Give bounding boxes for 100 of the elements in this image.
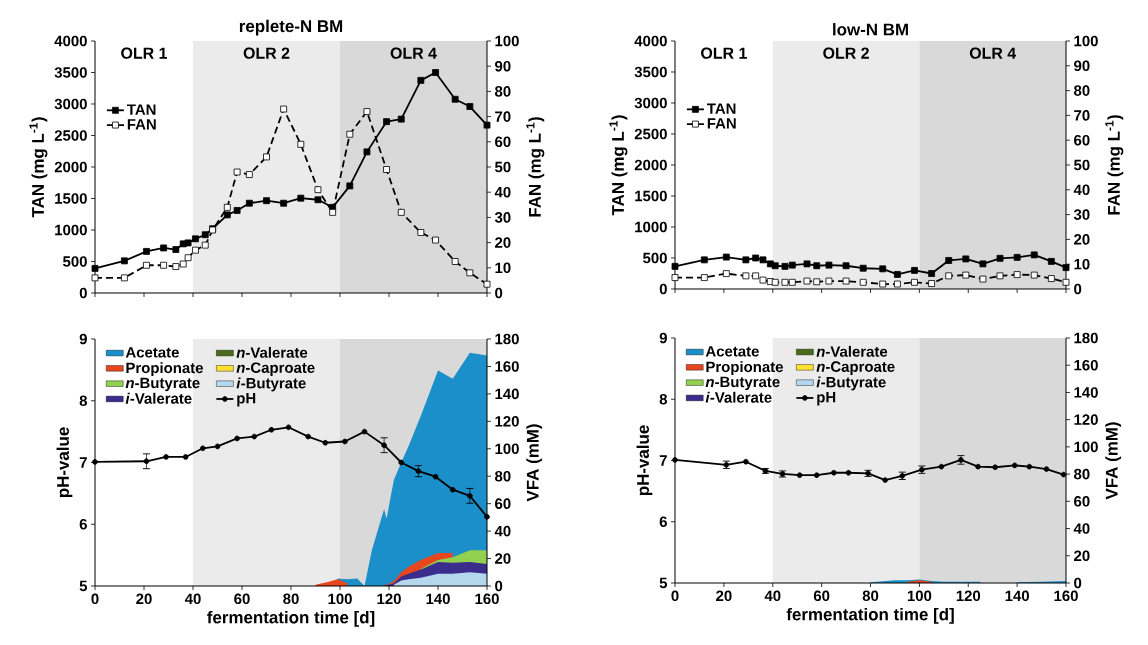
- point: [160, 261, 167, 269]
- point: [223, 211, 231, 219]
- point: [263, 153, 270, 161]
- point: [813, 262, 821, 270]
- x-axis-title: fermentation time [d]: [786, 607, 954, 624]
- point: [1047, 258, 1055, 265]
- y-tick-label: 0: [659, 283, 667, 295]
- point: [483, 121, 491, 129]
- y2-axis-title: VFA (mM): [1105, 422, 1122, 500]
- y2-tick-label: 0: [1074, 577, 1082, 589]
- y-tick-label: 0: [79, 287, 87, 299]
- y2-tick-label: 0: [495, 287, 503, 299]
- legend-label: n-Valerate: [816, 345, 888, 357]
- y-tick-label: 500: [63, 256, 87, 267]
- point: [143, 248, 150, 255]
- point: [1060, 471, 1067, 478]
- y2-tick-label: 60: [1074, 496, 1090, 507]
- x-tick-label: 60: [234, 593, 250, 605]
- x-tick-label: 80: [862, 590, 879, 602]
- point: [383, 118, 390, 126]
- y-tick-label: 9: [659, 332, 667, 344]
- legend-label: n-Butyrate: [125, 377, 200, 392]
- point: [845, 469, 852, 476]
- point: [172, 263, 180, 270]
- x-tick-label: 0: [91, 593, 99, 605]
- y2-tick-label: 40: [1073, 184, 1090, 196]
- point: [1026, 463, 1033, 470]
- x-axis-title: fermentation time [d]: [207, 610, 375, 627]
- point: [383, 166, 390, 173]
- point: [781, 262, 789, 270]
- point: [671, 262, 679, 270]
- legend-label: Propionate: [126, 362, 203, 377]
- legend-label: n-Valerate: [236, 346, 308, 358]
- point: [121, 274, 128, 282]
- point: [245, 171, 253, 178]
- y-tick-label: 7: [659, 455, 667, 466]
- y2-axis-title: VFA (mM): [526, 424, 543, 502]
- legend-label: n-Caproate: [816, 361, 895, 375]
- point: [361, 428, 368, 435]
- point: [184, 239, 192, 247]
- y2-tick-label: 30: [1073, 209, 1090, 220]
- point: [163, 454, 169, 460]
- y2-tick-label: 100: [1074, 35, 1098, 47]
- y2-tick-label: 100: [495, 443, 519, 455]
- y-tick-label: 1500: [635, 190, 667, 202]
- legend-label: i-Valerate: [125, 392, 192, 404]
- y2-tick-label: 50: [1073, 159, 1090, 171]
- point: [432, 236, 439, 244]
- y2-tick-label: 120: [1074, 414, 1098, 425]
- y-tick-label: 6: [659, 516, 667, 528]
- point: [297, 140, 305, 148]
- y2-tick-label: 90: [495, 60, 511, 72]
- band-label: OLR 2: [243, 47, 290, 59]
- point: [484, 514, 490, 520]
- point: [397, 115, 405, 123]
- y-tick-label: 8: [79, 395, 88, 407]
- point: [722, 253, 730, 261]
- point: [831, 469, 837, 476]
- y2-tick-label: 100: [1074, 441, 1098, 453]
- point: [759, 256, 767, 264]
- x-tick-label: 100: [328, 593, 352, 605]
- y-tick-label: 9: [79, 333, 87, 345]
- point: [184, 254, 192, 262]
- y-tick-label: 2000: [634, 159, 667, 171]
- x-tick-label: 40: [764, 590, 781, 602]
- y-tick-label: 3000: [54, 98, 87, 110]
- y2-tick-label: 40: [1073, 523, 1090, 534]
- point: [172, 246, 180, 253]
- point: [121, 257, 128, 265]
- y2-axis-title: FAN (mg L$^{-1}$): [1105, 115, 1124, 215]
- point: [938, 463, 945, 470]
- point: [796, 472, 803, 478]
- y-axis-title: TAN (mg L$^{-1}$): [609, 115, 628, 216]
- y2-tick-label: 80: [494, 86, 511, 97]
- y-tick-label: 5: [659, 577, 668, 589]
- point: [268, 426, 275, 433]
- y2-tick-label: 60: [495, 498, 511, 509]
- point: [842, 262, 850, 270]
- legend-label: i-Butyrate: [816, 376, 886, 391]
- point: [945, 257, 953, 264]
- band-label: OLR 4: [390, 47, 437, 59]
- point: [263, 197, 270, 205]
- point: [742, 256, 750, 264]
- y2-tick-label: 70: [1074, 110, 1090, 121]
- chart-title: replete-N BM: [239, 19, 343, 36]
- point: [962, 255, 970, 263]
- point: [825, 261, 833, 269]
- point: [192, 235, 199, 243]
- point: [346, 130, 354, 138]
- y2-axis-title: FAN (mg L$^{-1}$): [526, 117, 545, 217]
- point: [483, 280, 491, 288]
- y-tick-label: 3500: [54, 67, 87, 78]
- point: [979, 260, 987, 268]
- point: [911, 266, 918, 274]
- y2-tick-label: 40: [494, 525, 511, 537]
- y-tick-label: 8: [659, 393, 668, 405]
- point: [143, 261, 150, 269]
- point: [893, 271, 901, 278]
- point: [859, 264, 867, 272]
- point: [346, 182, 354, 190]
